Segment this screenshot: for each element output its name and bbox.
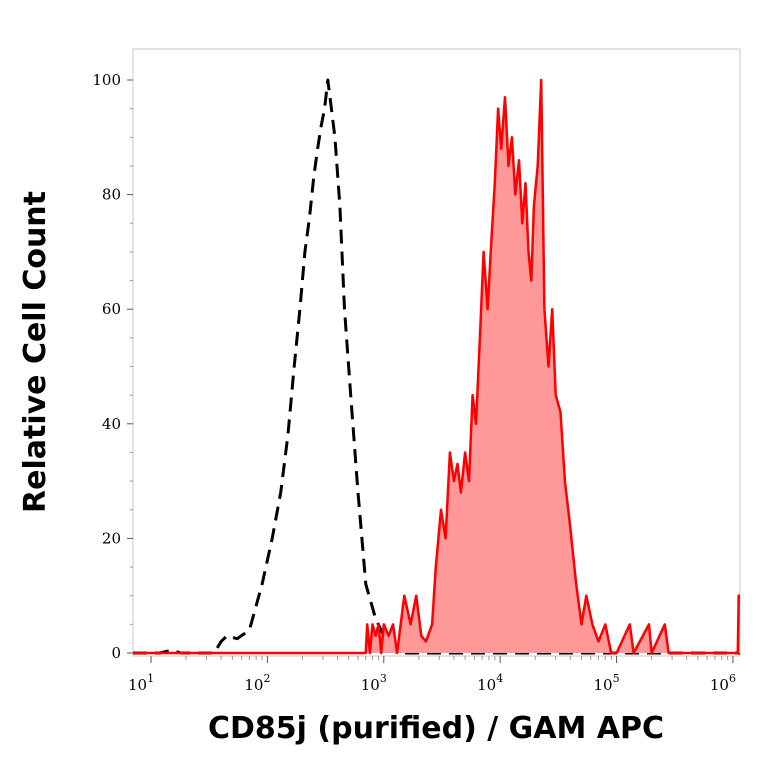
x-tick-label: 102 bbox=[244, 672, 270, 694]
series-line-0 bbox=[133, 78, 740, 655]
series-layer bbox=[133, 78, 740, 655]
x-tick-label: 103 bbox=[361, 672, 387, 694]
y-tick-label: 60 bbox=[102, 300, 121, 318]
y-tick-label: 80 bbox=[102, 186, 121, 204]
x-tick-label: 101 bbox=[128, 672, 154, 694]
minor-ticks bbox=[130, 108, 729, 660]
series-line-1 bbox=[133, 78, 740, 655]
x-axis-title: CD85j (purified) / GAM APC bbox=[208, 711, 664, 746]
y-axis: 0 20 40 60 80 100 bbox=[92, 71, 133, 662]
y-tick-label: 100 bbox=[92, 71, 121, 89]
x-tick-label: 105 bbox=[594, 672, 620, 694]
y-tick-label: 0 bbox=[111, 644, 121, 662]
y-tick-label: 40 bbox=[102, 415, 121, 433]
y-axis-title: Relative Cell Count bbox=[18, 191, 53, 513]
y-tick-label: 20 bbox=[102, 529, 121, 547]
x-tick-label: 106 bbox=[710, 672, 736, 694]
plot-frame bbox=[132, 48, 741, 657]
x-tick-label: 104 bbox=[477, 672, 503, 694]
x-axis: 101 102 103 104 105 106 bbox=[128, 656, 736, 694]
